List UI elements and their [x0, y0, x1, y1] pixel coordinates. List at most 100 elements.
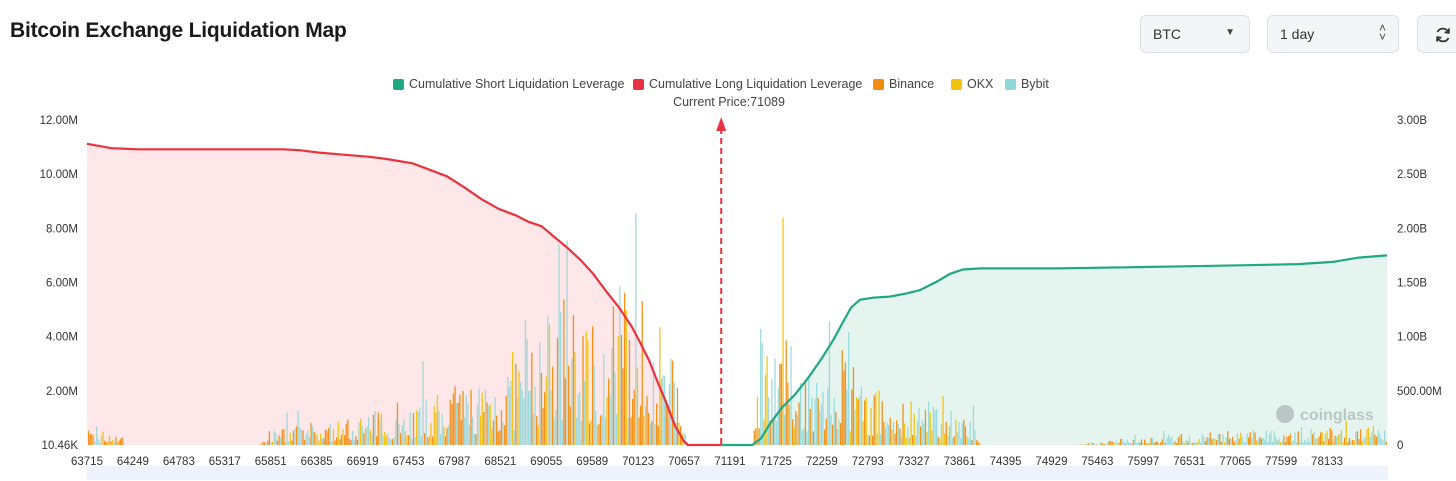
exchange-bar [470, 389, 472, 445]
exchange-bar [508, 386, 511, 445]
exchange-bar [1206, 437, 1208, 445]
exchange-bar [1371, 432, 1373, 445]
exchange-bar [846, 389, 848, 445]
exchange-bar [1324, 433, 1327, 445]
exchange-bar [1278, 438, 1280, 445]
exchange-bar [1156, 441, 1159, 445]
exchange-bar [267, 440, 269, 445]
exchange-bar [452, 393, 455, 445]
exchange-bar [1246, 433, 1248, 445]
legend-swatch [951, 79, 962, 90]
exchange-bar [1216, 440, 1218, 445]
exchange-bar [928, 401, 930, 445]
exchange-bar [446, 427, 448, 445]
exchange-bar [1084, 444, 1087, 445]
exchange-bar [553, 417, 555, 445]
exchange-bar [628, 340, 631, 445]
exchange-bar [865, 397, 867, 445]
exchange-bar [916, 421, 919, 445]
exchange-bar [676, 387, 679, 445]
y-right-tick-label: 1.00B [1397, 332, 1427, 344]
exchange-bar [923, 423, 925, 445]
x-tick-label: 65851 [255, 456, 287, 468]
exchange-bar [1360, 429, 1362, 445]
refresh-button[interactable] [1417, 15, 1456, 53]
exchange-bar [1259, 436, 1261, 445]
exchange-bar [1094, 444, 1096, 445]
exchange-bar [1328, 438, 1330, 445]
exchange-bar [289, 433, 291, 445]
exchange-bar [1264, 439, 1266, 445]
exchange-bar [1262, 437, 1264, 445]
exchange-bar [1129, 443, 1131, 445]
exchange-bar [112, 439, 114, 445]
exchange-bar [1092, 443, 1095, 445]
exchange-bar [670, 358, 672, 445]
exchange-bar [1171, 436, 1173, 445]
exchange-bar [1107, 442, 1109, 445]
exchange-bar [400, 432, 402, 445]
exchange-bar [571, 358, 573, 445]
exchange-bar [1211, 439, 1213, 445]
exchange-bar [814, 398, 816, 445]
legend-label: Binance [889, 77, 934, 91]
exchange-bar [318, 440, 320, 445]
exchange-bar [99, 442, 101, 445]
exchange-bar [820, 404, 823, 445]
exchange-bar [1304, 439, 1306, 445]
exchange-bar [1110, 441, 1112, 445]
exchange-bar [102, 431, 104, 445]
refresh-icon [1436, 27, 1450, 43]
exchange-bar [356, 439, 359, 445]
exchange-bar [625, 309, 627, 445]
exchange-bar [1121, 439, 1123, 445]
exchange-bar [464, 417, 466, 445]
exchange-bar [1139, 442, 1141, 445]
exchange-bar [561, 420, 563, 445]
exchange-bar [1251, 438, 1253, 445]
chart-zoom-scrollbar[interactable] [87, 466, 1388, 480]
exchange-bar [793, 426, 795, 445]
exchange-bar [1337, 434, 1339, 445]
exchange-bar [326, 431, 328, 445]
exchange-bar [576, 417, 578, 445]
exchange-bar [377, 412, 379, 445]
exchange-bar [404, 431, 407, 445]
x-tick-label: 67987 [438, 456, 470, 468]
exchange-bar [651, 420, 653, 445]
exchange-bar [1336, 436, 1338, 445]
exchange-bar [1361, 441, 1363, 445]
exchange-bar [945, 421, 947, 445]
y-left-tick-label: 10.46K [42, 440, 79, 452]
exchange-bar [1233, 441, 1235, 445]
y-right-tick-label: 3.00B [1397, 115, 1427, 127]
exchange-bar [684, 435, 687, 445]
exchange-bar [480, 415, 482, 445]
exchange-bar [281, 429, 283, 445]
exchange-bar [465, 394, 467, 445]
x-tick-label: 68521 [484, 456, 516, 468]
exchange-bar [1192, 443, 1194, 445]
exchange-bar [520, 381, 522, 445]
exchange-bar [934, 410, 936, 445]
exchange-bar [883, 421, 885, 445]
exchange-bar [776, 421, 778, 445]
exchange-bar [1240, 432, 1242, 445]
exchange-bar [449, 399, 451, 445]
exchange-bar [572, 315, 575, 445]
exchange-bar [417, 411, 419, 445]
range-select[interactable]: 1 day ˄ ˅ [1267, 15, 1399, 53]
exchange-bar [297, 410, 299, 445]
exchange-bar [1281, 440, 1283, 445]
exchange-bar [1136, 443, 1138, 445]
x-tick-label: 75463 [1081, 456, 1113, 468]
exchange-bar [276, 440, 279, 445]
x-tick-label: 73327 [898, 456, 930, 468]
symbol-select[interactable]: BTC ▼ [1140, 15, 1250, 53]
exchange-bar [856, 397, 858, 445]
exchange-bar [1086, 444, 1088, 445]
exchange-bar [105, 442, 107, 445]
exchange-bar [632, 398, 634, 445]
exchange-bar [840, 422, 842, 445]
exchange-bar [643, 416, 645, 445]
